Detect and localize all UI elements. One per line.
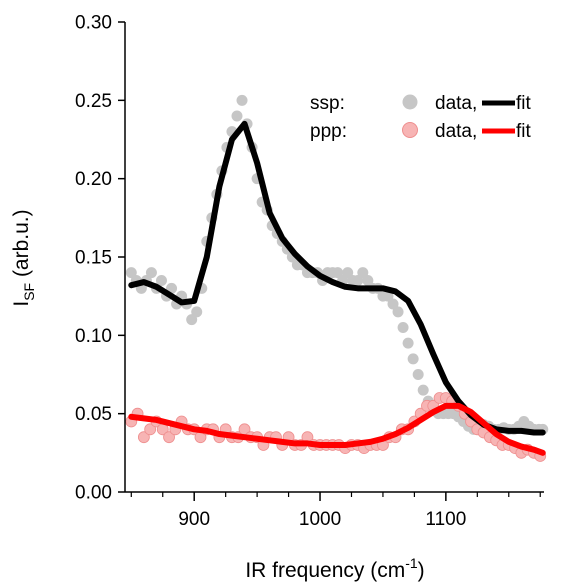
ssp-data-point bbox=[145, 267, 157, 279]
ssp-data-point bbox=[352, 275, 364, 286]
ssp-data-point bbox=[362, 275, 374, 286]
legend-ssp-label: ssp: bbox=[310, 93, 345, 114]
y-axis-title-rest: (arb.u.) bbox=[10, 209, 33, 283]
ssp-fit-line bbox=[128, 120, 546, 436]
x-axis-title: IR frequency (cm-1) bbox=[245, 555, 424, 582]
ssp-data-point bbox=[382, 290, 394, 302]
x-axis-title-main: IR frequency (cm bbox=[245, 559, 405, 582]
ssp-data-point bbox=[231, 110, 243, 122]
ssp-data-point bbox=[125, 267, 137, 279]
legend-ppp-data-marker bbox=[402, 122, 418, 138]
ppp-data-point bbox=[137, 431, 150, 444]
ssp-data-point bbox=[155, 275, 167, 286]
x-tick-label: 1000 bbox=[299, 509, 341, 530]
ssp-data-point bbox=[342, 267, 354, 279]
fit-lines bbox=[128, 120, 546, 456]
ppp-fit-line bbox=[128, 402, 546, 456]
y-tick-label: 0.15 bbox=[75, 248, 112, 269]
ssp-data-point bbox=[236, 94, 248, 106]
data-points bbox=[125, 94, 549, 462]
ssp-data-point bbox=[407, 353, 419, 365]
y-tick-label: 0.00 bbox=[75, 483, 112, 504]
legend-ppp-label: ppp: bbox=[310, 121, 347, 142]
x-axis-title-close: ) bbox=[418, 559, 425, 582]
ssp-data-point bbox=[357, 267, 369, 279]
legend-ssp-data-marker bbox=[402, 94, 418, 110]
legend: ssp: data, fit ppp: data, fit bbox=[310, 93, 532, 142]
ppp-data-point bbox=[144, 423, 157, 436]
ssp-data-point bbox=[412, 369, 424, 380]
ssp-data-point bbox=[332, 267, 344, 279]
x-tick-label: 1100 bbox=[425, 509, 466, 530]
legend-ssp-fit-label: fit bbox=[516, 93, 532, 114]
x-axis-title-superscript: -1 bbox=[405, 555, 418, 571]
ticks: 0.00 0.05 0.10 0.15 0.20 0.25 0.30 900 1000 1100 bbox=[75, 13, 541, 530]
ssp-data-point bbox=[402, 337, 414, 349]
y-axis-title-subscript: SF bbox=[21, 283, 37, 301]
legend-ssp-data-label: data, bbox=[435, 93, 477, 114]
ssp-data-point bbox=[417, 384, 429, 396]
y-tick-label: 0.20 bbox=[75, 169, 112, 190]
y-tick-label: 0.10 bbox=[75, 326, 112, 347]
y-tick-label: 0.25 bbox=[75, 91, 112, 112]
ssp-data-point bbox=[387, 298, 399, 310]
y-tick-label: 0.05 bbox=[75, 404, 112, 425]
x-tick-label: 900 bbox=[178, 509, 210, 530]
legend-ppp-data-label: data, bbox=[435, 121, 477, 142]
ssp-data-point bbox=[191, 306, 203, 318]
legend-ppp-fit-label: fit bbox=[516, 121, 532, 142]
ssp-data-point bbox=[392, 306, 404, 318]
y-tick-label: 0.30 bbox=[75, 13, 112, 34]
ssp-data-point bbox=[397, 322, 409, 333]
ssp-data-point bbox=[186, 314, 198, 326]
ppp-data-point bbox=[163, 431, 175, 444]
y-axis-title-main: I bbox=[10, 301, 33, 307]
y-axis-title: ISF (arb.u.) bbox=[10, 209, 37, 306]
